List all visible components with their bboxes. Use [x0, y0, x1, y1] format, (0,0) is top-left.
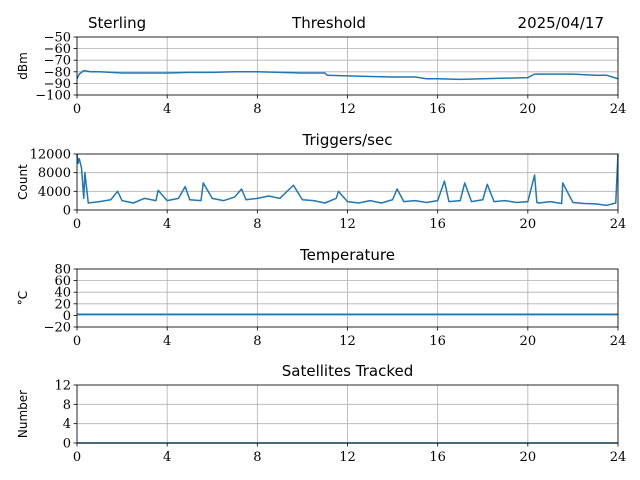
threshold-xtick-label: 8 — [253, 102, 261, 117]
temperature-ytick-label: −20 — [44, 321, 71, 336]
threshold-ytick-label: −60 — [44, 42, 71, 57]
threshold-ytick-label: −50 — [44, 31, 71, 46]
satellites-ylabel: Number — [16, 390, 30, 438]
temperature-xtick-label: 24 — [610, 334, 627, 349]
satellites-xtick-label: 4 — [163, 450, 171, 465]
triggers-ylabel: Count — [16, 164, 30, 200]
satellites-xtick-label: 8 — [253, 450, 261, 465]
triggers-ytick-label: 0 — [63, 204, 71, 219]
threshold-series-line — [76, 69, 619, 81]
triggers-xtick-label: 8 — [253, 217, 261, 232]
satellites-xtick-label: 20 — [520, 450, 537, 465]
temperature-ytick-label: 60 — [54, 274, 71, 289]
triggers-xtick-label: 20 — [520, 217, 537, 232]
temperature-xtick-label: 4 — [163, 334, 171, 349]
station-name: Sterling — [88, 14, 146, 32]
threshold-ytick-label: −70 — [44, 54, 71, 69]
threshold-ytick-label: −80 — [44, 65, 71, 80]
temperature-ytick-label: 0 — [63, 309, 71, 324]
temperature-ylabel: °C — [16, 291, 30, 305]
temperature-xtick-label: 20 — [520, 334, 537, 349]
temperature-ytick-label: 40 — [54, 286, 71, 301]
triggers-ytick-label: 8000 — [38, 166, 71, 181]
temperature-title: Temperature — [299, 246, 395, 264]
triggers-chart: 0 4 8 12 16 20 24 12000 8000 4000 0 Triggers/sec Cou… — [16, 131, 626, 232]
temperature-xtick-label: 8 — [253, 334, 261, 349]
temperature-xtick-label: 12 — [339, 334, 356, 349]
satellites-ytick-label: 12 — [54, 379, 71, 394]
satellites-title: Satellites Tracked — [282, 362, 413, 380]
threshold-title: Threshold — [291, 14, 366, 32]
threshold-ylabel: dBm — [16, 52, 30, 80]
satellites-chart: 0 4 8 12 16 20 24 12 8 4 0 Satellites Tracked Number — [16, 362, 626, 465]
temperature-ytick-label: 80 — [54, 263, 71, 278]
triggers-title: Triggers/sec — [302, 131, 393, 149]
satellites-xtick-label: 24 — [610, 450, 627, 465]
satellites-xtick-label: 16 — [429, 450, 446, 465]
threshold-chart: 0 4 8 12 16 20 24 −50−60−70−80−90−100 dBm — [16, 31, 626, 118]
threshold-ytick-label: −100 — [35, 89, 71, 104]
threshold-xtick-label: 20 — [520, 102, 537, 117]
triggers-xtick-label: 12 — [339, 217, 356, 232]
threshold-xtick-label: 12 — [339, 102, 356, 117]
satellites-ytick-label: 0 — [63, 437, 71, 452]
satellites-xtick-label: 12 — [339, 450, 356, 465]
threshold-ytick-label: −90 — [44, 77, 71, 92]
date-label: 2025/04/17 — [518, 14, 604, 32]
satellites-ytick-label: 8 — [63, 398, 71, 413]
triggers-ytick-label: 4000 — [38, 185, 71, 200]
triggers-xtick-label: 0 — [73, 217, 81, 232]
temperature-xtick-label: 16 — [429, 334, 446, 349]
triggers-xtick-label: 16 — [429, 217, 446, 232]
threshold-xtick-label: 16 — [429, 102, 446, 117]
satellites-xtick-label: 0 — [73, 450, 81, 465]
temperature-xtick-label: 0 — [73, 334, 81, 349]
temperature-ytick-label: 20 — [54, 297, 71, 312]
triggers-xtick-label: 4 — [163, 217, 171, 232]
threshold-xtick-label: 0 — [73, 102, 81, 117]
satellites-ytick-label: 4 — [63, 417, 71, 432]
triggers-series-line — [76, 153, 619, 207]
threshold-xtick-label: 4 — [163, 102, 171, 117]
triggers-ytick-label: 12000 — [30, 148, 71, 163]
threshold-xtick-label: 24 — [610, 102, 627, 117]
triggers-xtick-label: 24 — [610, 217, 627, 232]
